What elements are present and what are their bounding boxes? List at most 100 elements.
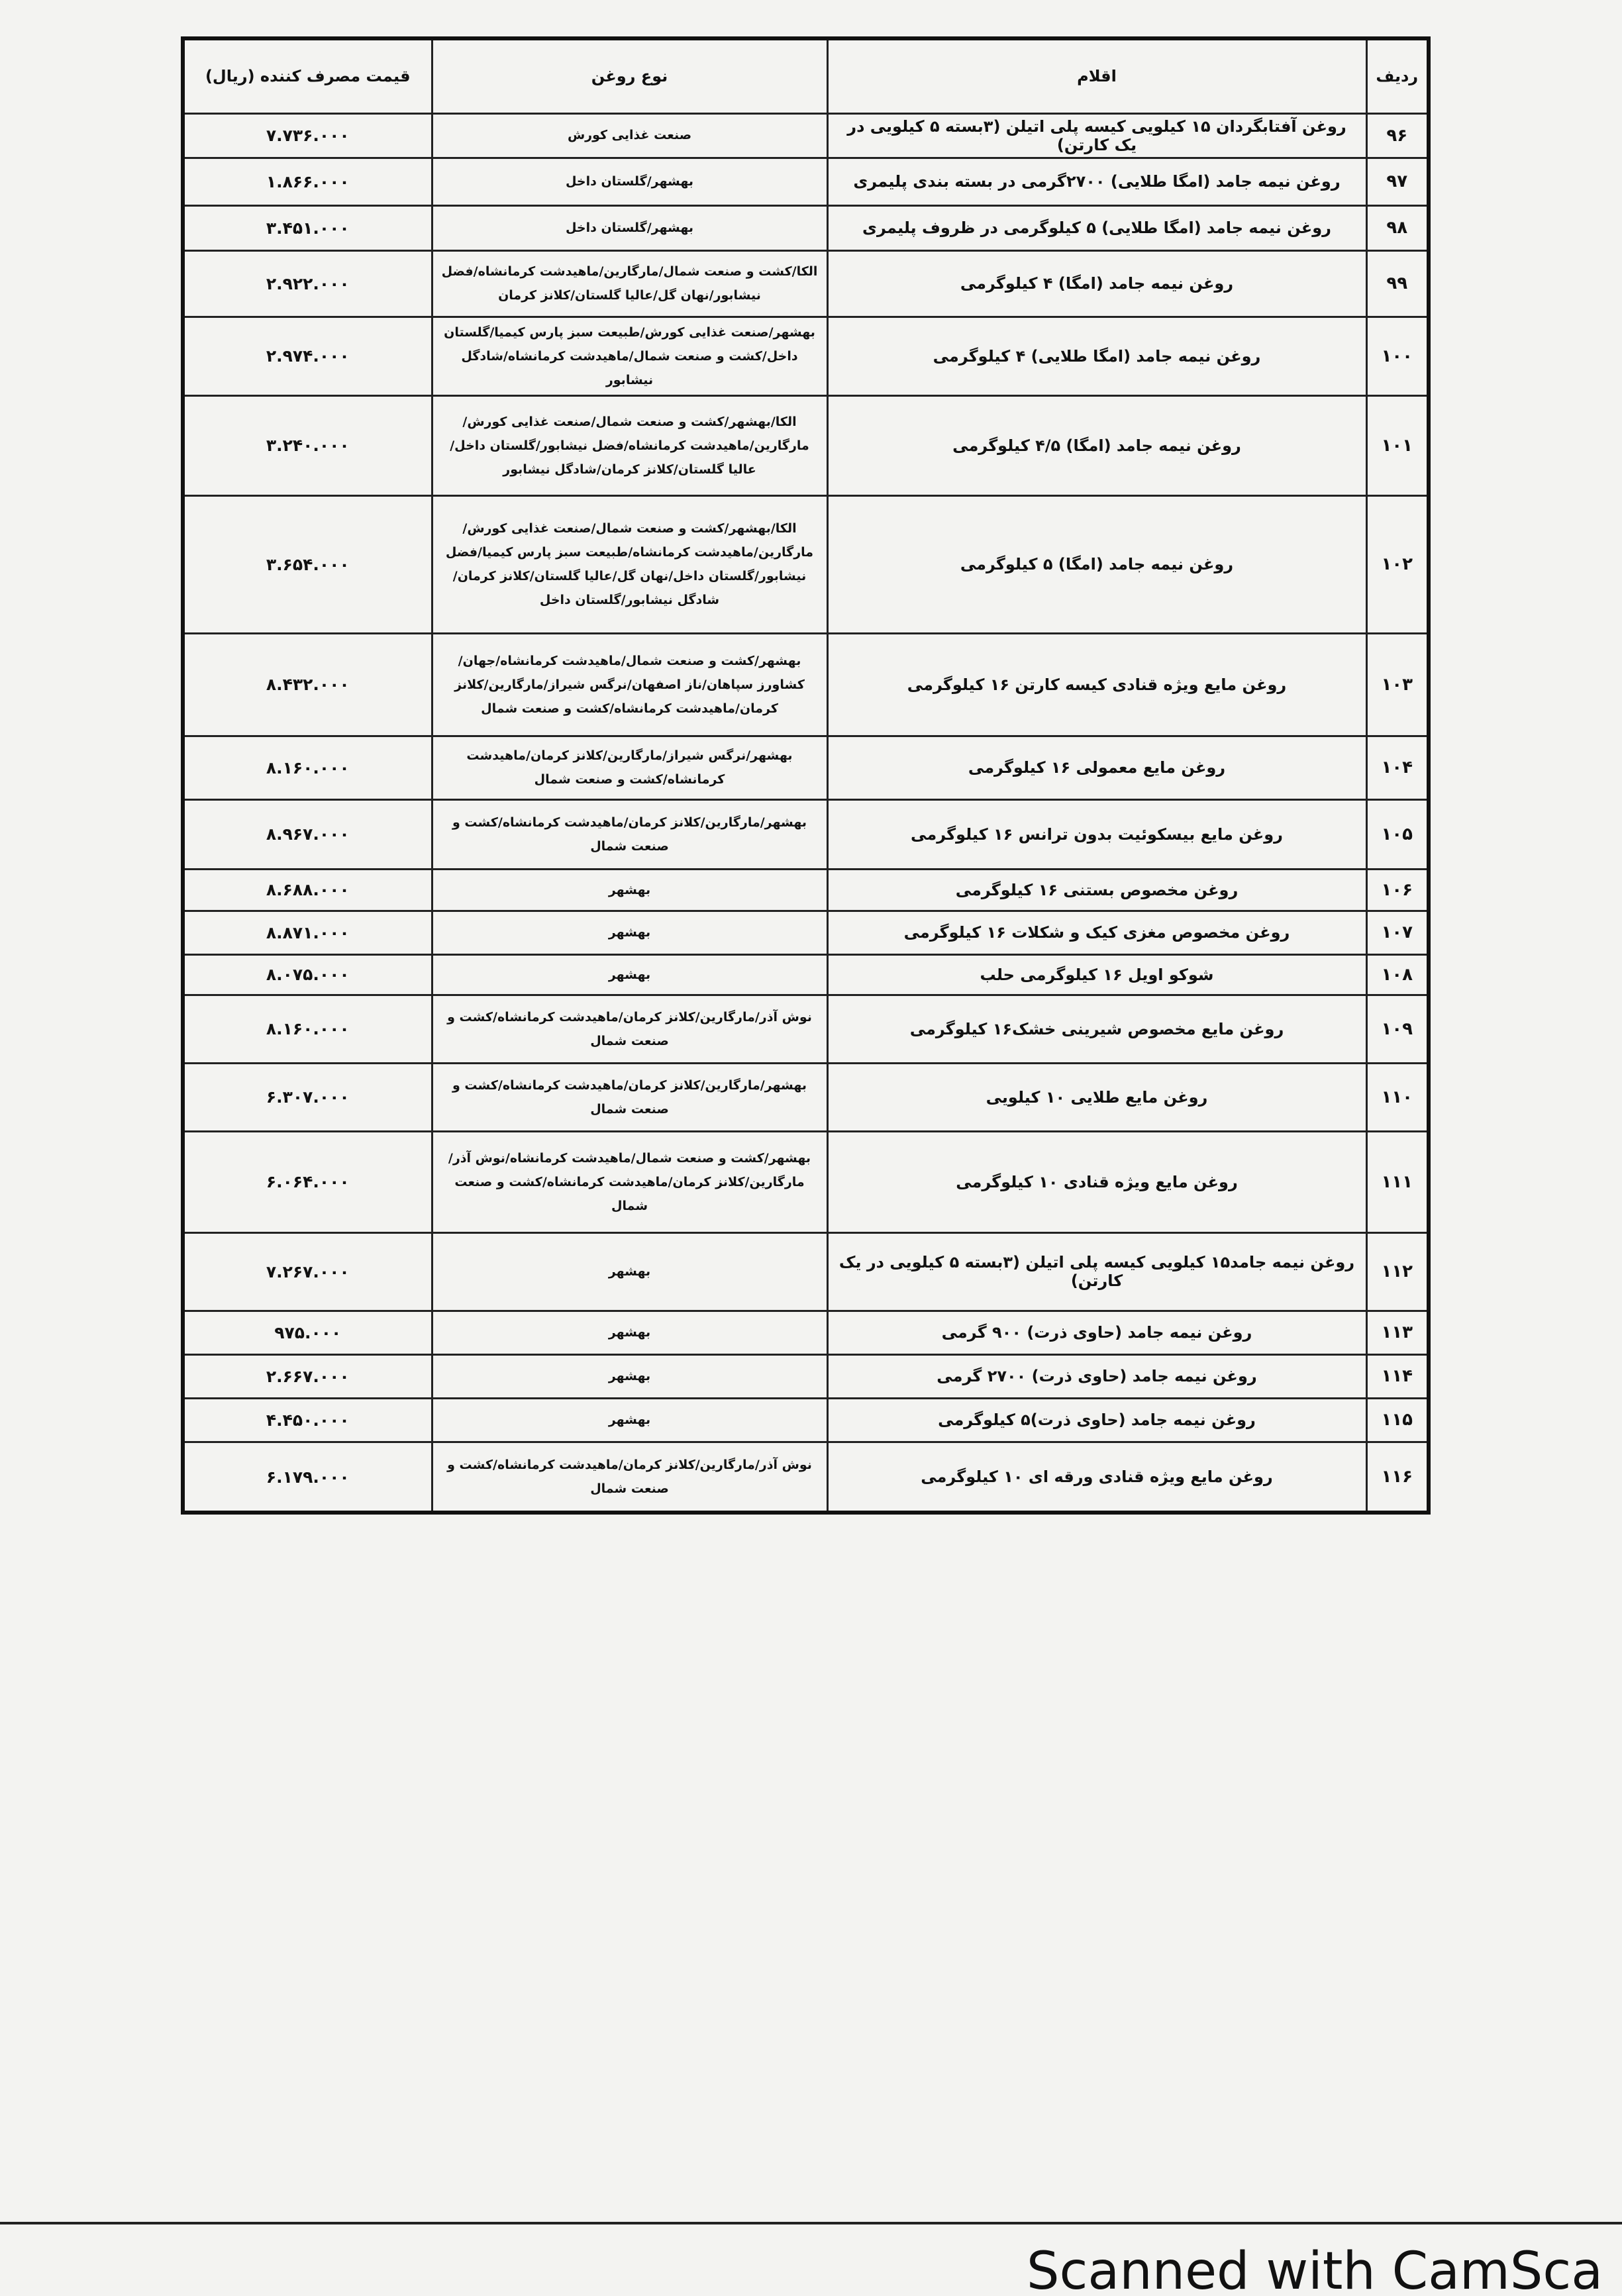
consumer-price: ۸.۱۶۰.۰۰۰: [181, 734, 433, 801]
price-table: ردیف اقلام نوع روغن قیمت مصرف کننده (ریال) …: [181, 36, 1431, 1515]
oil-brand: نوش آذر/مارگارین/کلانز کرمان/ماهیدشت کرم…: [431, 1440, 829, 1514]
item-name: روغن مایع ویژه قنادی کیسه کارتن ۱۶ کیلوگ…: [826, 632, 1368, 737]
item-name: روغن نیمه جامد (امگا) ۴/۵ کیلوگرمی: [826, 394, 1368, 497]
item-name: روغن نیمه جامد (امگا) ۵ کیلوگرمی: [826, 494, 1368, 634]
row-number: ۱۱۵: [1365, 1397, 1430, 1443]
oil-brand: بهشهر/مارگارین/کلانز کرمان/ماهیدشت کرمان…: [431, 798, 829, 870]
oil-brand: بهشهر: [431, 1231, 829, 1312]
consumer-price: ۷.۷۳۶.۰۰۰: [181, 112, 433, 159]
consumer-price: ۶.۳۰۷.۰۰۰: [181, 1062, 433, 1132]
item-name: روغن مایع ویژه قنادی ورقه ای ۱۰ کیلوگرمی: [826, 1440, 1368, 1514]
oil-brand: الکا/بهشهر/کشت و صنعت شمال/صنعت غذایی کو…: [431, 494, 829, 634]
item-name: روغن نیمه جامد (حاوی ذرت)۵ کیلوگرمی: [826, 1397, 1368, 1443]
consumer-price: ۸.۹۶۷.۰۰۰: [181, 798, 433, 870]
row-number: ۱۱۲: [1365, 1231, 1430, 1312]
consumer-price: ۸.۰۷۵.۰۰۰: [181, 953, 433, 996]
consumer-price: ۲.۹۲۲.۰۰۰: [181, 249, 433, 318]
row-number: ۱۱۱: [1365, 1130, 1430, 1234]
item-name: روغن مایع مخصوص شیرینی خشک۱۶ کیلوگرمی: [826, 993, 1368, 1064]
table-row: ۱۰۳ روغن مایع ویژه قنادی کیسه کارتن ۱۶ کی…: [181, 632, 1430, 737]
item-name: روغن مخصوص مغزی کیک و شکلات ۱۶ کیلوگرمی: [826, 909, 1368, 956]
row-number: ۱۰۳: [1365, 632, 1430, 737]
oil-brand: بهشهر/نرگس شیراز/مارگارین/کلانز کرمان/ما…: [431, 734, 829, 801]
header-cell: قیمت مصرف کننده (ریال): [181, 37, 433, 115]
consumer-price: ۸.۴۳۲.۰۰۰: [181, 632, 433, 737]
scanner-watermark: Scanned with CamSca: [1027, 2242, 1603, 2296]
bottom-rule: [0, 2222, 1622, 2224]
table-row: ۱۱۳ روغن نیمه جامد (حاوی ذرت) ۹۰۰ گرمی بهش…: [181, 1309, 1430, 1356]
table-row: ۹۹ روغن نیمه جامد (امگا) ۴ کیلوگرمی الکا/ک…: [181, 249, 1430, 318]
item-name: روغن مایع ویژه قنادی ۱۰ کیلوگرمی: [826, 1130, 1368, 1234]
header-row: ردیف اقلام نوع روغن قیمت مصرف کننده (ریال): [181, 37, 1430, 115]
item-name: روغن نیمه جامد (امگا طلایی) ۴ کیلوگرمی: [826, 315, 1368, 397]
oil-brand: بهشهر: [431, 868, 829, 912]
row-number: ۱۰۹: [1365, 993, 1430, 1064]
oil-brand: الکا/کشت و صنعت شمال/مارگارین/ماهیدشت کر…: [431, 249, 829, 318]
oil-brand: نوش آذر/مارگارین/کلانز کرمان/ماهیدشت کرم…: [431, 993, 829, 1064]
consumer-price: ۶.۰۶۴.۰۰۰: [181, 1130, 433, 1234]
table-row: ۹۶ روغن آفتابگردان ۱۵ کیلویی کیسه پلی اتی…: [181, 112, 1430, 159]
header-cell: ردیف: [1365, 37, 1430, 115]
oil-brand: بهشهر/صنعت غذایی کورش/طبیعت سبز پارس کیم…: [431, 315, 829, 397]
oil-brand: بهشهر: [431, 1353, 829, 1399]
row-number: ۱۱۶: [1365, 1440, 1430, 1514]
table-row: ۱۱۲ روغن نیمه جامد۱۵ کیلویی کیسه پلی اتیل…: [181, 1231, 1430, 1312]
consumer-price: ۸.۶۸۸.۰۰۰: [181, 868, 433, 912]
table-row: ۱۰۰ روغن نیمه جامد (امگا طلایی) ۴ کیلوگرم…: [181, 315, 1430, 397]
row-number: ۱۰۸: [1365, 953, 1430, 996]
table-row: ۱۱۵ روغن نیمه جامد (حاوی ذرت)۵ کیلوگرمی به…: [181, 1397, 1430, 1443]
item-name: روغن نیمه جامد (حاوی ذرت) ۲۷۰۰ گرمی: [826, 1353, 1368, 1399]
table-row: ۱۰۵ روغن مایع بیسکوئیت بدون ترانس ۱۶ کیلو…: [181, 798, 1430, 870]
oil-brand: بهشهر: [431, 1397, 829, 1443]
item-name: روغن مایع طلایی ۱۰ کیلویی: [826, 1062, 1368, 1132]
oil-brand: بهشهر: [431, 909, 829, 956]
consumer-price: ۳.۲۴۰.۰۰۰: [181, 394, 433, 497]
oil-brand: صنعت غذایی کورش: [431, 112, 829, 159]
oil-brand: بهشهر/کشت و صنعت شمال/ماهیدشت کرمانشاه/ج…: [431, 632, 829, 737]
item-name: روغن آفتابگردان ۱۵ کیلویی کیسه پلی اتیلن…: [826, 112, 1368, 159]
consumer-price: ۶.۱۷۹.۰۰۰: [181, 1440, 433, 1514]
consumer-price: ۳.۶۵۴.۰۰۰: [181, 494, 433, 634]
row-number: ۱۱۳: [1365, 1309, 1430, 1356]
oil-brand: بهشهر/گلستان داخل: [431, 156, 829, 207]
oil-brand: بهشهر/گلستان داخل: [431, 204, 829, 252]
row-number: ۱۰۵: [1365, 798, 1430, 870]
consumer-price: ۲.۶۶۷.۰۰۰: [181, 1353, 433, 1399]
item-name: روغن مخصوص بستنی ۱۶ کیلوگرمی: [826, 868, 1368, 912]
row-number: ۹۶: [1365, 112, 1430, 159]
consumer-price: ۳.۴۵۱.۰۰۰: [181, 204, 433, 252]
table-row: ۱۰۶ روغن مخصوص بستنی ۱۶ کیلوگرمی بهشهر ۸.۶۸…: [181, 868, 1430, 912]
oil-brand: بهشهر/کشت و صنعت شمال/ماهیدشت کرمانشاه/ن…: [431, 1130, 829, 1234]
consumer-price: ۸.۸۷۱.۰۰۰: [181, 909, 433, 956]
row-number: ۱۱۰: [1365, 1062, 1430, 1132]
item-name: روغن مایع بیسکوئیت بدون ترانس ۱۶ کیلوگرم…: [826, 798, 1368, 870]
table-row: ۱۱۱ روغن مایع ویژه قنادی ۱۰ کیلوگرمی بهشهر…: [181, 1130, 1430, 1234]
consumer-price: ۱.۸۶۶.۰۰۰: [181, 156, 433, 207]
table-row: ۱۱۶ روغن مایع ویژه قنادی ورقه ای ۱۰ کیلوگ…: [181, 1440, 1430, 1514]
row-number: ۱۰۶: [1365, 868, 1430, 912]
item-name: روغن نیمه جامد (امگا طلایی) ۵ کیلوگرمی د…: [826, 204, 1368, 252]
table-row: ۱۰۴ روغن مایع معمولی ۱۶ کیلوگرمی بهشهر/نرگ…: [181, 734, 1430, 801]
row-number: ۱۰۱: [1365, 394, 1430, 497]
row-number: ۹۷: [1365, 156, 1430, 207]
item-name: روغن نیمه جامد۱۵ کیلویی کیسه پلی اتیلن (…: [826, 1231, 1368, 1312]
table-row: ۱۰۱ روغن نیمه جامد (امگا) ۴/۵ کیلوگرمی الک…: [181, 394, 1430, 497]
row-number: ۹۹: [1365, 249, 1430, 318]
row-number: ۱۰۲: [1365, 494, 1430, 634]
row-number: ۱۰۷: [1365, 909, 1430, 956]
row-number: ۹۸: [1365, 204, 1430, 252]
row-number: ۱۰۰: [1365, 315, 1430, 397]
consumer-price: ۷.۲۶۷.۰۰۰: [181, 1231, 433, 1312]
item-name: روغن نیمه جامد (حاوی ذرت) ۹۰۰ گرمی: [826, 1309, 1368, 1356]
table-row: ۱۰۲ روغن نیمه جامد (امگا) ۵ کیلوگرمی الکا/…: [181, 494, 1430, 634]
table-row: ۱۱۰ روغن مایع طلایی ۱۰ کیلویی بهشهر/مارگار…: [181, 1062, 1430, 1132]
item-name: شوکو اویل ۱۶ کیلوگرمی حلب: [826, 953, 1368, 996]
table-row: ۱۰۹ روغن مایع مخصوص شیرینی خشک۱۶ کیلوگرمی…: [181, 993, 1430, 1064]
item-name: روغن نیمه جامد (امگا) ۴ کیلوگرمی: [826, 249, 1368, 318]
row-number: ۱۰۴: [1365, 734, 1430, 801]
table-row: ۱۰۷ روغن مخصوص مغزی کیک و شکلات ۱۶ کیلوگر…: [181, 909, 1430, 956]
consumer-price: ۸.۱۶۰.۰۰۰: [181, 993, 433, 1064]
row-number: ۱۱۴: [1365, 1353, 1430, 1399]
